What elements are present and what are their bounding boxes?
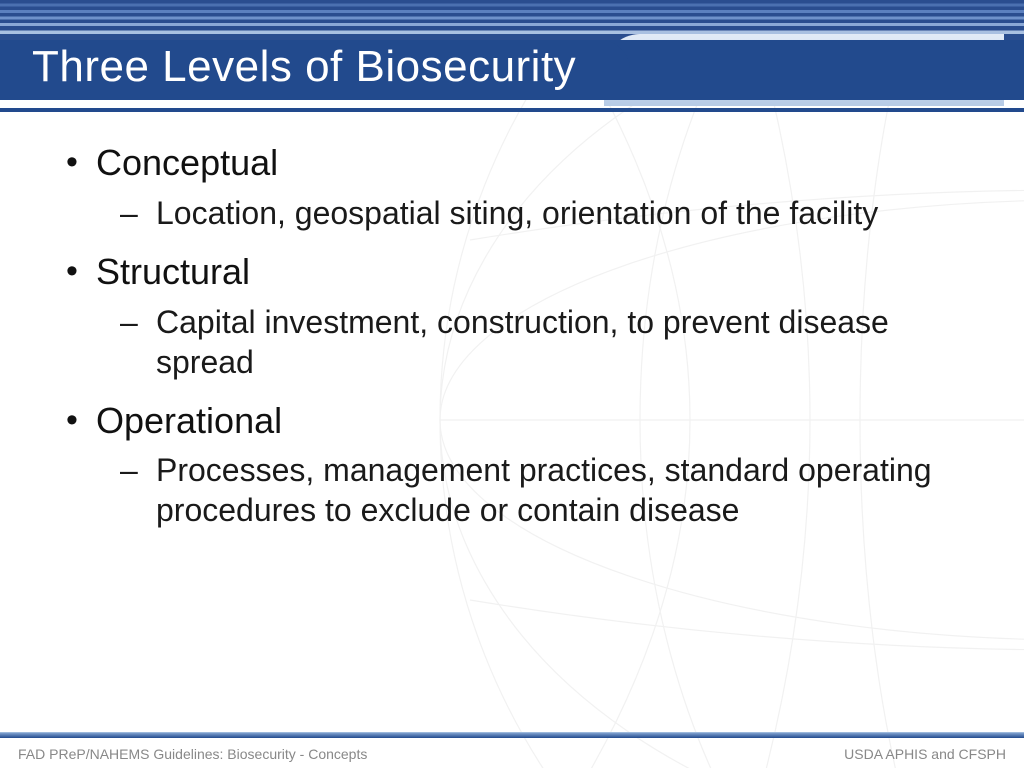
bullet-level1: Conceptual: [60, 140, 964, 187]
slide-title: Three Levels of Biosecurity: [32, 42, 576, 92]
footer-right-text: USDA APHIS and CFSPH: [844, 746, 1006, 762]
header-divider: [0, 108, 1024, 112]
footer-bar-decoration: [0, 732, 1024, 738]
bullet-level2: Capital investment, construction, to pre…: [60, 302, 964, 382]
slide-footer: FAD PReP/NAHEMS Guidelines: Biosecurity …: [0, 732, 1024, 768]
slide: Three Levels of Biosecurity Conceptual L…: [0, 0, 1024, 768]
bullet-level1: Structural: [60, 249, 964, 296]
slide-header: Three Levels of Biosecurity: [0, 0, 1024, 110]
bullet-level1: Operational: [60, 398, 964, 445]
slide-content: Conceptual Location, geospatial siting, …: [60, 140, 964, 546]
footer-left-text: FAD PReP/NAHEMS Guidelines: Biosecurity …: [18, 746, 367, 762]
bullet-level2: Location, geospatial siting, orientation…: [60, 193, 964, 233]
bullet-level2: Processes, management practices, standar…: [60, 450, 964, 530]
